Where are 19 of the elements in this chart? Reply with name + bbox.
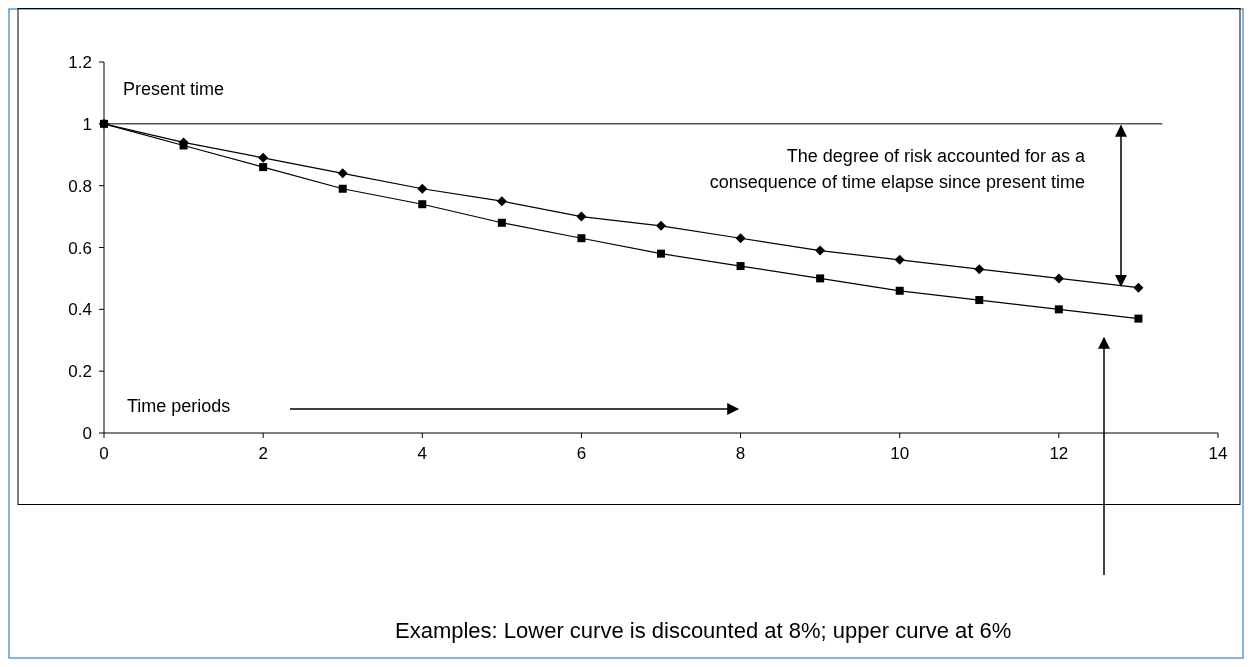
- x-tick-label: 12: [1049, 444, 1069, 463]
- y-tick-label: 0: [82, 424, 92, 443]
- x-tick-label: 2: [258, 444, 268, 463]
- text: Examples: Lower curve is discounted at 8%; upper curve at 6%: [395, 618, 1012, 643]
- y-tick-label: 0.6: [68, 238, 92, 258]
- y-tick-label: 1.2: [68, 53, 92, 72]
- y-tick-label: 0.4: [68, 300, 92, 320]
- ref-line-label: Present time: [123, 78, 225, 99]
- annotation: The degree of risk accounted for as a consequence of time elapse since present time: [709, 146, 1086, 192]
- x-tick-label: 10: [890, 444, 910, 463]
- annotation: Time periods: [127, 396, 231, 416]
- x-tick-label: 14: [1208, 444, 1228, 463]
- y-tick-label: 0.8: [68, 176, 92, 196]
- y-tick-label: 1: [82, 114, 92, 134]
- x-tick-label: 0: [99, 444, 109, 463]
- x-tick-label: 8: [735, 444, 746, 463]
- y-tick-label: 0.2: [68, 362, 92, 382]
- x-tick-label: 6: [576, 444, 587, 463]
- x-tick-label: 4: [417, 444, 428, 463]
